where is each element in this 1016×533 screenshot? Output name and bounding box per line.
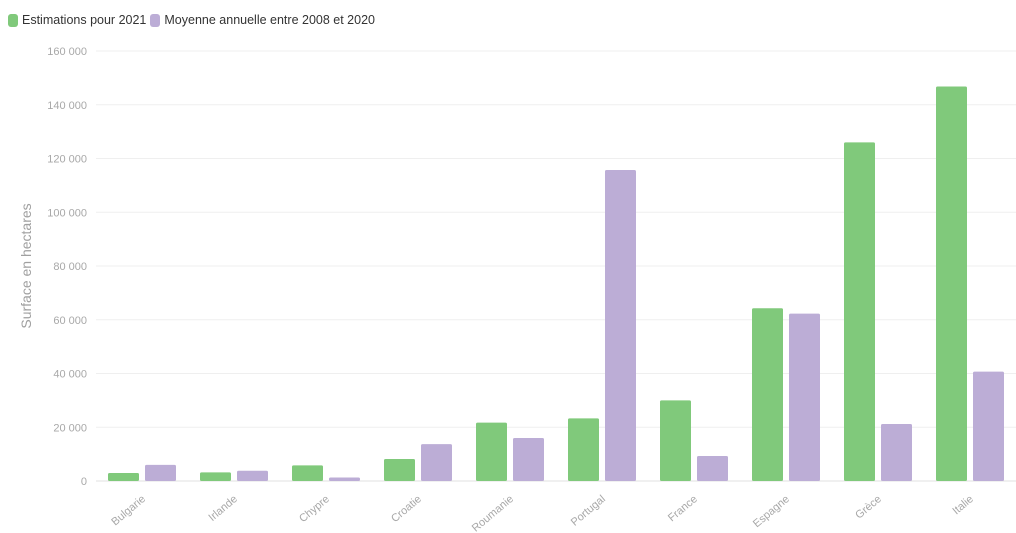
x-category-label: Bulgarie [109, 493, 148, 528]
bars [108, 86, 1004, 481]
y-tick-label: 0 [81, 476, 87, 488]
y-tick-label: 120 000 [47, 154, 87, 166]
y-axis-ticks: 0 20 000 40 000 60 000 80 000 100 000 120 000 1… [47, 46, 87, 488]
bar-average-2008-2020[interactable] [513, 438, 544, 481]
bar-average-2008-2020[interactable] [881, 424, 912, 481]
y-tick-label: 40 000 [53, 369, 87, 381]
x-category-label: Grèce [853, 493, 884, 521]
x-axis-labels: Bulgarie Irlande Chypre Croatie Roumanie Port… [109, 493, 976, 533]
x-category-label: Roumanie [470, 493, 516, 533]
y-tick-label: 80 000 [53, 261, 87, 273]
bar-estimate-2021[interactable] [108, 472, 139, 481]
x-category-label: Espagne [751, 493, 792, 530]
bar-average-2008-2020[interactable] [145, 464, 176, 481]
y-tick-label: 60 000 [53, 315, 87, 327]
x-category-label: Croatie [389, 493, 424, 525]
legend: Estimations pour 2021 Moyenne annuelle e… [8, 13, 375, 27]
bar-estimate-2021[interactable] [660, 400, 691, 481]
bar-estimate-2021[interactable] [568, 418, 599, 481]
legend-swatch-2021 [8, 13, 18, 27]
legend-item-average[interactable]: Moyenne annuelle entre 2008 et 2020 [150, 13, 375, 27]
x-category-label: Irlande [206, 493, 239, 524]
gridlines [96, 50, 1016, 482]
legend-label-2021: Estimations pour 2021 [22, 13, 147, 27]
bar-average-2008-2020[interactable] [697, 456, 728, 481]
legend-swatch-average [150, 13, 161, 27]
bar-average-2008-2020[interactable] [329, 477, 360, 481]
bar-estimate-2021[interactable] [384, 458, 415, 481]
bar-estimate-2021[interactable] [844, 142, 875, 481]
bar-average-2008-2020[interactable] [973, 371, 1004, 481]
x-category-label: France [666, 493, 700, 524]
y-tick-label: 140 000 [47, 100, 87, 112]
y-tick-label: 100 000 [47, 207, 87, 219]
x-category-label: Portugal [569, 493, 608, 529]
bar-estimate-2021[interactable] [476, 422, 507, 481]
x-category-label: Italie [950, 493, 976, 517]
y-tick-label: 20 000 [53, 422, 87, 434]
bar-average-2008-2020[interactable] [237, 470, 268, 481]
x-category-label: Chypre [297, 493, 332, 525]
y-axis-label: Surface en hectares [18, 203, 34, 328]
bar-estimate-2021[interactable] [292, 465, 323, 481]
bar-average-2008-2020[interactable] [789, 313, 820, 481]
legend-item-2021[interactable]: Estimations pour 2021 [8, 13, 146, 27]
bar-estimate-2021[interactable] [936, 86, 967, 481]
bar-average-2008-2020[interactable] [421, 444, 452, 481]
bar-estimate-2021[interactable] [752, 308, 783, 481]
legend-label-average: Moyenne annuelle entre 2008 et 2020 [164, 13, 375, 27]
bar-estimate-2021[interactable] [200, 472, 231, 481]
bar-average-2008-2020[interactable] [605, 170, 636, 481]
y-tick-label: 160 000 [47, 46, 87, 58]
